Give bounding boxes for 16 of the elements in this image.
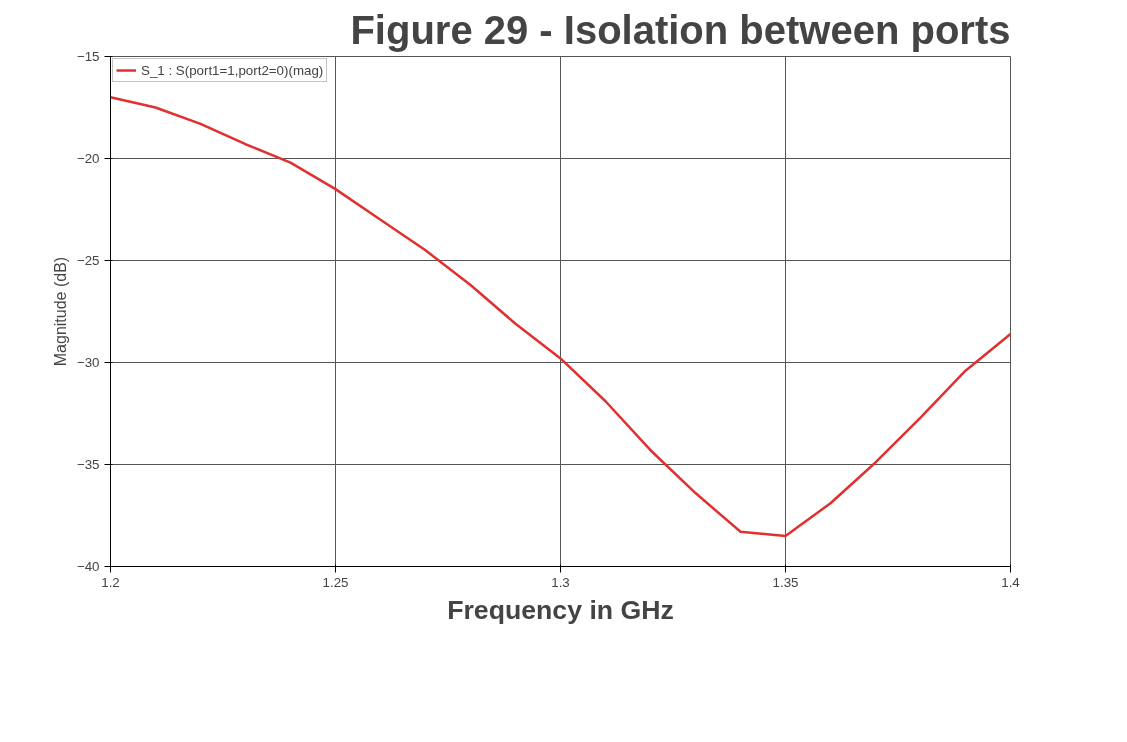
y-tick-label: −35 — [76, 457, 100, 472]
x-axis-title: Frequency in GHz — [447, 594, 674, 625]
y-tick-label: −15 — [76, 49, 100, 64]
y-axis-title: Magnitude (dB) — [51, 256, 69, 367]
y-tick-label: −25 — [76, 253, 100, 268]
line-series — [110, 96, 1011, 538]
legend-label: S_1 : S(port1=1,port2=0)(mag) — [141, 62, 324, 78]
x-tick-label: 1.35 — [772, 574, 799, 590]
x-tick-label: 1.3 — [551, 574, 570, 590]
y-tick-label: −40 — [76, 559, 100, 574]
chart-title: Figure 29 - Isolation between ports — [350, 7, 1011, 52]
x-tick-label: 1.25 — [322, 574, 349, 590]
x-tick-label: 1.4 — [1001, 574, 1021, 590]
y-tick-label: −30 — [76, 355, 100, 370]
y-tick-label: −20 — [76, 151, 100, 166]
x-tick-label: 1.2 — [101, 574, 120, 590]
